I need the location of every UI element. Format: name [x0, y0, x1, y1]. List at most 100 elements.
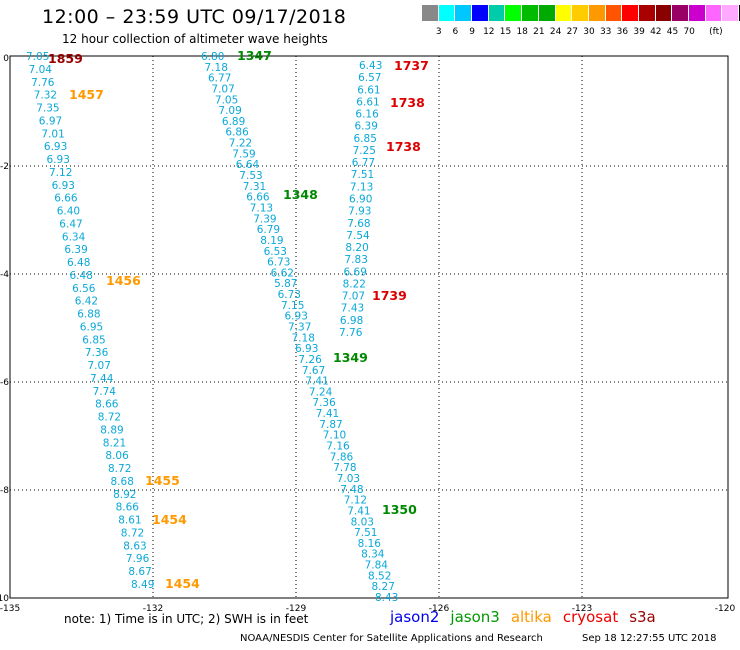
middle-track-value: 7.39	[253, 213, 276, 225]
west-track-value: 7.32	[34, 90, 57, 102]
west-track-value: 8.67	[128, 566, 151, 578]
east-track-value: 8.20	[345, 242, 368, 254]
east-track-value: 7.76	[339, 327, 363, 339]
west-track-value: 6.93	[47, 154, 70, 166]
west-track-value: 7.44	[90, 373, 114, 385]
colorbar-label: 30	[583, 27, 595, 37]
east-track-value: 7.51	[351, 169, 374, 181]
west-track-value: 8.21	[103, 437, 126, 449]
legend-item-jason2: jason2	[390, 608, 440, 626]
middle-track-value: 7.26	[298, 354, 322, 366]
east-track-value: 7.83	[345, 254, 368, 266]
middle-track-value: 5.87	[274, 278, 297, 290]
middle-track-value: 6.66	[246, 192, 270, 204]
east-track-value: 6.90	[349, 194, 372, 206]
middle-track-value: 8.52	[368, 570, 391, 582]
east-track-value: 6.85	[354, 133, 377, 145]
west-track-value: 8.72	[98, 412, 121, 424]
colorbar-label: 3	[435, 27, 442, 37]
middle-track-value: 7.05	[215, 94, 238, 106]
middle-track-value: 7.78	[333, 462, 356, 474]
middle-track-value: 7.59	[232, 148, 255, 160]
colorbar-swatch	[422, 5, 439, 21]
colorbar-swatch	[572, 5, 589, 21]
middle-track-value: 8.16	[358, 538, 382, 550]
west-track-value: 7.05	[26, 51, 49, 63]
longitude-tick-label: -126	[429, 604, 450, 614]
west-track-value: 8.61	[118, 515, 141, 527]
middle-track-value: 7.53	[239, 170, 262, 182]
east-track-value: 7.54	[346, 230, 370, 242]
pass-time-label: 1454	[165, 576, 200, 591]
longitude-tick-label: -135	[0, 604, 20, 614]
middle-track-value: 7.10	[323, 430, 346, 442]
latitude-tick-label: 0	[3, 54, 9, 64]
middle-track-value: 8.03	[351, 516, 374, 528]
middle-track-value: 7.67	[302, 365, 325, 377]
longitude-tick-label: -129	[286, 604, 307, 614]
west-track-value: 8.66	[116, 502, 140, 514]
middle-track-value: 7.31	[243, 181, 266, 193]
pass-time-label: 1738	[386, 139, 421, 154]
middle-track-value: 8.34	[361, 549, 385, 561]
pass-time-label: 1347	[237, 48, 272, 63]
east-track-value: 7.25	[353, 145, 376, 157]
middle-track-value: 7.41	[305, 376, 328, 388]
colorbar-label: 39	[633, 27, 645, 37]
middle-track-value: 6.73	[278, 289, 301, 301]
colorbar-label: 21	[533, 27, 545, 37]
pass-time-label: 1456	[106, 273, 141, 288]
colorbar-label: (ft)	[709, 27, 723, 37]
middle-track-value: 6.89	[222, 116, 245, 128]
legend-item-altika: altika	[510, 608, 552, 626]
west-track-value: 7.07	[88, 360, 111, 372]
colorbar-swatch	[455, 5, 473, 21]
west-track-value: 6.40	[57, 206, 80, 218]
middle-track-value: 7.84	[365, 560, 389, 572]
middle-track-value: 7.87	[319, 419, 342, 431]
east-track-value: 6.61	[357, 84, 380, 96]
latitude-tick-label: -4	[0, 270, 9, 280]
west-track-value: 8.63	[123, 540, 146, 552]
chart-subtitle: 12 hour collection of altimeter wave hei…	[62, 32, 328, 46]
pass-time-label: 1738	[390, 95, 425, 110]
west-track-value: 8.92	[113, 489, 136, 501]
middle-track-value: 7.12	[344, 495, 367, 507]
middle-track-value: 6.80	[201, 51, 224, 63]
wave-height-colorbar: 3 6 9 12 15 18 21 24 27 30 33 36 39 42 45 70 (ft)	[422, 5, 740, 37]
satellite-legend: jason2 jason3 altika cryosat s3a	[390, 608, 667, 626]
east-track-value: 7.07	[342, 291, 365, 303]
colorbar-swatch	[622, 5, 639, 21]
middle-track-value: 7.24	[309, 386, 333, 398]
pass-time-label: 1350	[382, 502, 417, 517]
pass-time-label: 1859	[48, 51, 83, 66]
east-track-value: 6.57	[358, 72, 381, 84]
middle-track-value: 7.15	[281, 300, 304, 312]
colorbar-swatch	[472, 5, 489, 21]
middle-track-value: 6.73	[267, 257, 290, 269]
pass-time-label: 1455	[145, 473, 180, 488]
west-track-value: 6.93	[44, 141, 67, 153]
middle-track-value: 6.53	[264, 246, 287, 258]
middle-track-value: 6.62	[271, 267, 294, 279]
colorbar-swatch	[655, 5, 673, 21]
longitude-tick-label: -132	[143, 604, 163, 614]
middle-track-value: 7.13	[250, 203, 273, 215]
west-track-value: 7.12	[49, 167, 72, 179]
east-track-value: 6.77	[352, 157, 375, 169]
middle-track-value: 6.93	[285, 311, 308, 323]
pass-time-label: 1737	[394, 58, 429, 73]
west-track-value: 6.48	[70, 270, 93, 282]
colorbar-label: 6	[452, 27, 459, 37]
west-track-value: 7.35	[36, 103, 59, 115]
west-track-value: 7.04	[29, 64, 53, 76]
west-track-value: 6.42	[75, 296, 98, 308]
middle-track-value: 7.18	[292, 332, 315, 344]
pass-time-label: 1457	[69, 87, 104, 102]
east-track-value: 6.69	[344, 266, 367, 278]
longitude-tick-label: -123	[572, 604, 592, 614]
west-track-value: 8.72	[121, 528, 144, 540]
west-track-value: 8.72	[108, 463, 131, 475]
east-track-value: 6.61	[356, 96, 379, 108]
middle-track-value: 7.86	[330, 451, 354, 463]
